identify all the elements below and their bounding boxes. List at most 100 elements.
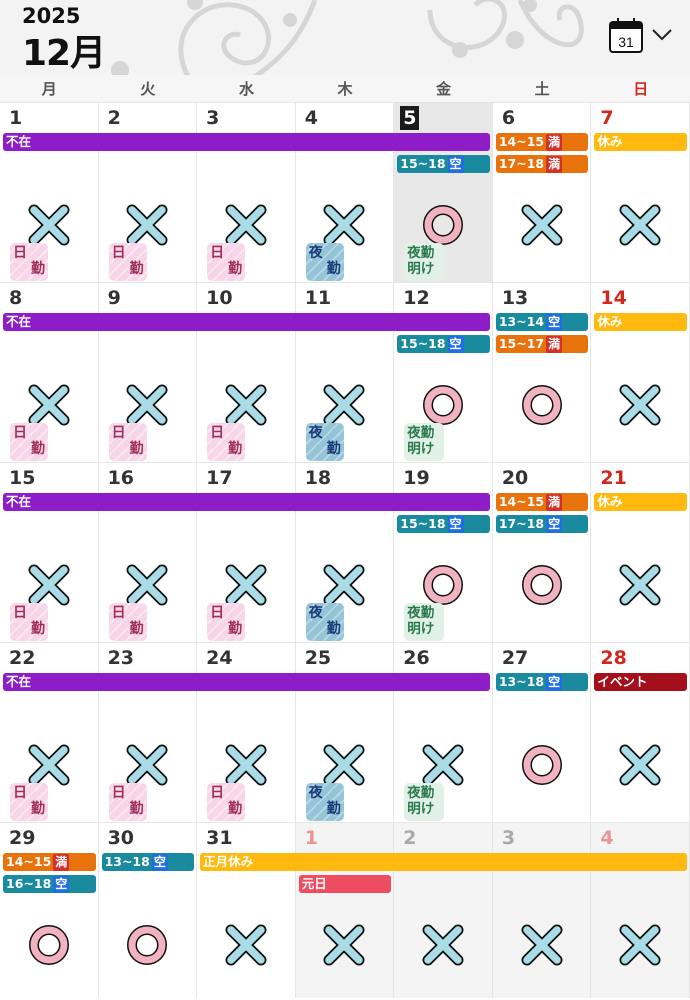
event-label: イベント (597, 674, 648, 689)
shift-badge-text: 勤 (228, 441, 243, 457)
day-cell[interactable]: 23 日勤 (99, 643, 198, 822)
event-bar-full[interactable]: 17~18 満 (495, 155, 589, 173)
day-cell[interactable]: 3 (492, 823, 592, 998)
day-cell[interactable]: 1 日勤 (0, 103, 99, 282)
event-label: 13~14 (498, 314, 545, 329)
day-cell[interactable]: 11 夜勤 (296, 283, 395, 462)
event-bar-holiday[interactable]: 休み (594, 313, 687, 331)
shift-badge-text: 勤 (31, 261, 45, 277)
shift-badge-text: 日 (13, 605, 27, 621)
shift-badge-day: 日勤 (207, 423, 246, 461)
day-cell[interactable]: 14 (591, 283, 690, 462)
unavailable-cross-icon (619, 384, 661, 426)
calendar-header: 2025 12月 31 (0, 0, 690, 75)
day-cell[interactable]: 25 夜勤 (296, 643, 395, 822)
day-cell[interactable]: 28 (591, 643, 690, 822)
event-bar-vacant[interactable]: 13~14 空 (495, 313, 589, 331)
day-cell[interactable]: 21 (591, 463, 690, 642)
day-cell[interactable]: 9 日勤 (99, 283, 198, 462)
event-label: 17~18 (498, 516, 545, 531)
shift-badge-day: 日勤 (207, 243, 246, 281)
event-label: 休み (597, 134, 623, 149)
day-cell[interactable]: 2 (394, 823, 493, 998)
chevron-down-icon (652, 29, 672, 41)
day-cell[interactable]: 5 夜勤 明け (394, 103, 493, 282)
today-date-number: 5 (400, 106, 420, 130)
day-cell[interactable]: 31 (197, 823, 296, 998)
event-bar-absent[interactable]: 不在 (3, 313, 490, 331)
event-label: 13~18 (498, 674, 545, 689)
day-cell[interactable]: 10 日勤 (197, 283, 296, 462)
event-bar-vacant[interactable]: 13~18 空 (495, 673, 589, 691)
day-cell[interactable]: 20 (493, 463, 592, 642)
day-cell[interactable]: 3 日勤 (197, 103, 296, 282)
vacant-tag: 空 (151, 854, 168, 871)
event-bar-vacant[interactable]: 17~18 空 (495, 515, 589, 533)
event-bar-full[interactable]: 14~15 満 (495, 133, 589, 151)
vacant-tag: 空 (546, 516, 563, 533)
day-cell[interactable]: 24 日勤 (197, 643, 296, 822)
day-cell[interactable]: 19 夜勤 明け (394, 463, 493, 642)
day-cell[interactable]: 1 (295, 823, 395, 998)
event-bar-full[interactable]: 15~17 満 (495, 335, 589, 353)
day-cell[interactable]: 7 (591, 103, 690, 282)
event-bar-absent[interactable]: 不在 (3, 673, 490, 691)
day-cell[interactable]: 4 夜勤 (296, 103, 395, 282)
event-bar-holiday[interactable]: 休み (594, 493, 687, 511)
day-cell[interactable]: 17 日勤 (197, 463, 296, 642)
floral-decoration (111, 0, 318, 75)
full-tag: 満 (546, 494, 563, 511)
event-bar-holiday[interactable]: 正月休み (200, 853, 687, 871)
day-cell[interactable]: 15 日勤 (0, 463, 99, 642)
event-bar-absent[interactable]: 不在 (3, 133, 490, 151)
day-cell[interactable]: 13 (493, 283, 592, 462)
week-row: 1 日勤 2 日勤 3 日勤 4 夜勤 5 夜勤 明け 6 7 不在 15~18 空 14~15 満 17~18 満休… (0, 103, 690, 283)
event-bar-holiday[interactable]: 休み (594, 133, 687, 151)
date-number: 25 (304, 647, 332, 669)
event-bar-vacant[interactable]: 13~18 空 (101, 853, 195, 871)
day-cell[interactable]: 27 (493, 643, 592, 822)
date-number: 2 (107, 107, 121, 129)
shift-badge-text: 日 (210, 245, 225, 261)
day-cell[interactable]: 22 日勤 (0, 643, 99, 822)
event-label: 16~18 (6, 876, 52, 891)
day-cell[interactable]: 12 夜勤 明け (394, 283, 493, 462)
event-bar-vacant[interactable]: 15~18 空 (397, 335, 490, 353)
date-number: 12 (403, 287, 430, 309)
month-picker-button[interactable]: 31 (606, 14, 676, 56)
event-label: 13~18 (104, 854, 150, 869)
date-number: 3 (206, 107, 220, 129)
event-bar-absent[interactable]: 不在 (3, 493, 490, 511)
event-bar-full[interactable]: 14~15 満 (495, 493, 589, 511)
day-cell[interactable]: 29 (0, 823, 99, 998)
unavailable-cross-icon (225, 744, 267, 786)
event-label: 15~18 (400, 336, 446, 351)
shift-badge-day: 日勤 (207, 603, 246, 641)
day-cell[interactable]: 4 (591, 823, 690, 998)
event-bar-newyear[interactable]: 元日 (298, 875, 392, 893)
event-bar-full[interactable]: 14~15 満 (3, 853, 96, 871)
full-tag: 満 (546, 134, 563, 151)
shift-badge-text: 日 (111, 605, 126, 621)
event-label: 不在 (6, 134, 32, 149)
event-label: 不在 (6, 674, 32, 689)
shift-badge-text: 夜 (308, 425, 323, 441)
available-circle-icon (521, 745, 562, 785)
unavailable-cross-icon (126, 384, 168, 426)
event-bar-vacant[interactable]: 15~18 空 (397, 515, 490, 533)
shift-badge-day: 日勤 (10, 243, 48, 281)
day-cell[interactable]: 18 夜勤 (296, 463, 395, 642)
unavailable-cross-icon (323, 924, 365, 966)
event-bar-vacant[interactable]: 15~18 空 (397, 155, 490, 173)
day-cell[interactable]: 6 (493, 103, 592, 282)
shift-badge-text: 明け (407, 261, 435, 277)
day-cell[interactable]: 16 日勤 (99, 463, 198, 642)
day-cell[interactable]: 2 日勤 (99, 103, 198, 282)
day-cell[interactable]: 8 日勤 (0, 283, 99, 462)
event-bar-vacant[interactable]: 16~18 空 (3, 875, 96, 893)
event-bar-event[interactable]: イベント (594, 673, 687, 691)
day-cell[interactable]: 30 (99, 823, 198, 998)
weekday-header: 月火水木金土日 (0, 75, 690, 103)
shift-badge-text: 明け (407, 621, 435, 637)
day-cell[interactable]: 26 夜勤 明け (394, 643, 493, 822)
